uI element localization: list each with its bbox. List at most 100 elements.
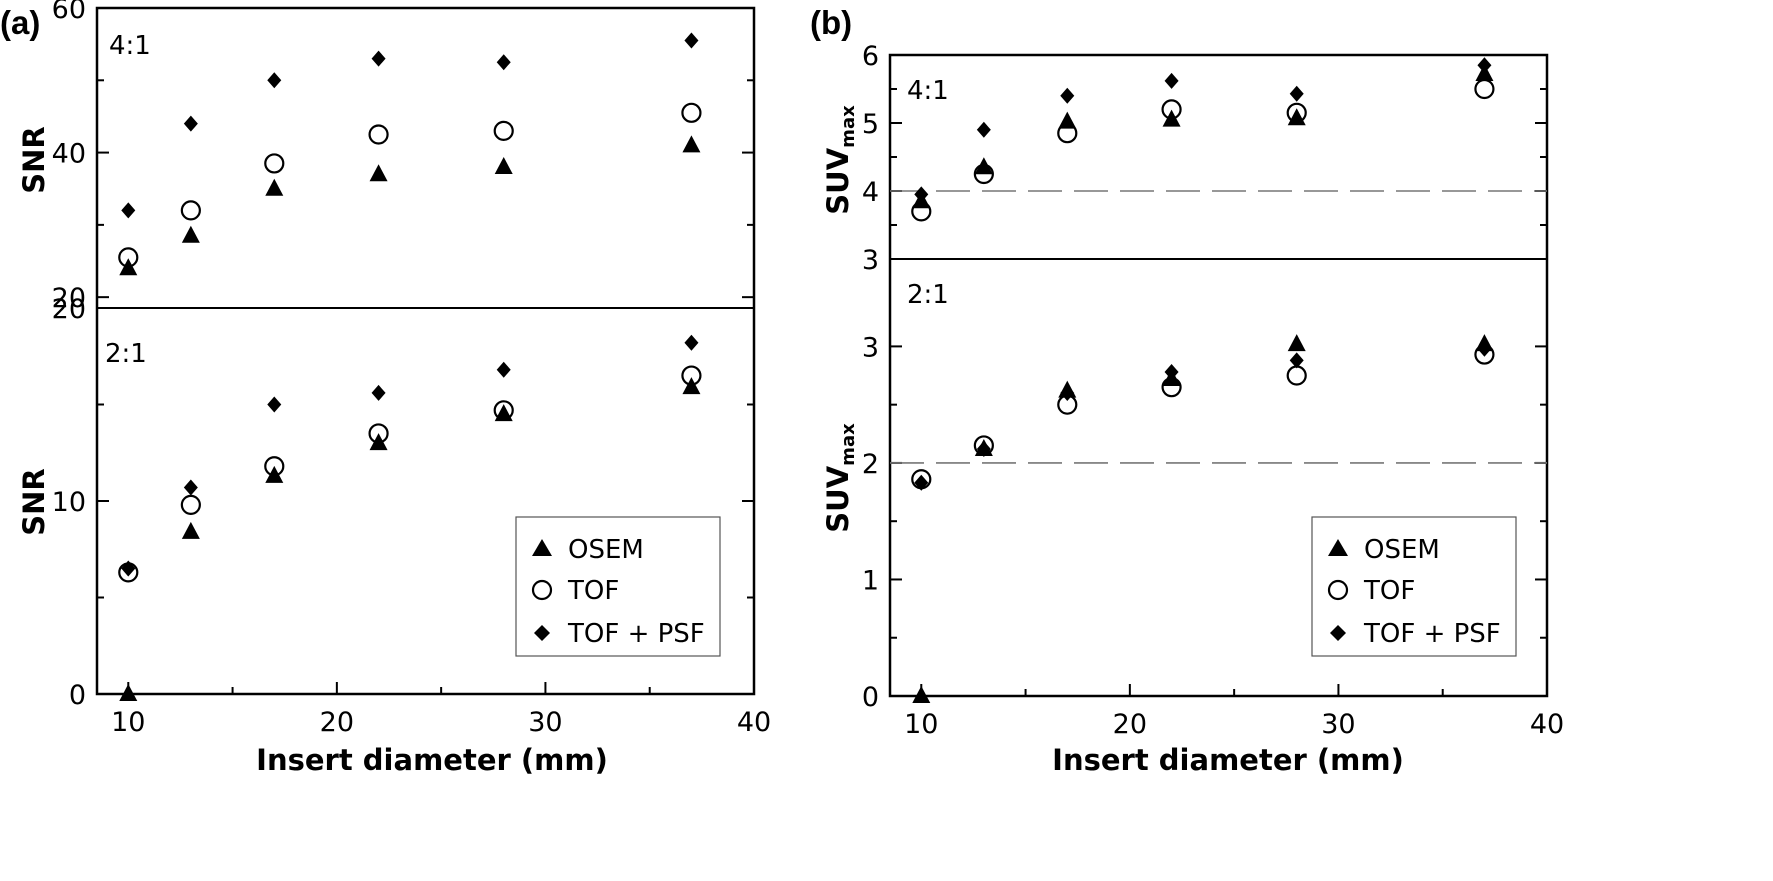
panel-b-sub1-tofpsf-point (976, 440, 991, 457)
panel-b-legend-tofpsf-marker (1330, 625, 1346, 641)
panel-b-sub1-tof-point (1286, 365, 1307, 386)
panel-b-sub0-tof-point (911, 201, 932, 222)
panel-a-sub0-tof-point (264, 153, 285, 174)
panel-a-sub0-tof-point (118, 247, 139, 268)
panel-a-legend-tofpsf-marker (534, 625, 550, 641)
panel-a-sub0-tofpsf-point (371, 50, 386, 67)
panel-a-label: (a) (0, 4, 40, 41)
panel-b-frame (888, 53, 1549, 698)
panel-b-sub1-tofpsf-point (1477, 340, 1492, 357)
panel-b-legend-tofpsf-label: TOF + PSF (1363, 619, 1501, 649)
panel-b-sub0-ytick-label: 5 (862, 109, 879, 140)
panel-b-sub1-tofpsf-point (1289, 352, 1304, 369)
panel-a-sub0-tof-point (180, 200, 201, 221)
panel-a-sub0-tof-point (681, 102, 702, 123)
panel-a-sub1-osem-point (119, 684, 138, 701)
panel-a-legend-tof-label: TOF (567, 576, 619, 606)
panel-b-sub1-ytick-label: 3 (862, 332, 879, 363)
panel-a-sub0-osem-point (494, 157, 513, 175)
panel-b-legend: OSEM TOF TOF + PSF (1311, 516, 1517, 657)
panel-b-xtick-label: 20 (1113, 709, 1147, 740)
panel-a-frame (95, 6, 756, 696)
panel-b: (b) 4:1 2:1 SUVmax SUVmax Insert diamete… (810, 4, 1549, 777)
panel-b-top-ylabel-main: SUV (821, 147, 855, 214)
panel-a: (a) 4:1 2:1 SNR SNR Insert diameter (mm)… (0, 4, 756, 777)
panel-b-sub0-ytick-label: 6 (862, 41, 879, 72)
panel-a-xlabel: Insert diameter (mm) (256, 743, 608, 777)
panel-b-sub0-tofpsf-point (1164, 72, 1179, 89)
panel-b-sub1-ytick-label: 2 (862, 449, 879, 480)
panel-a-top-ylabel: SNR (17, 126, 51, 194)
panel-a-bottom-ylabel: SNR (17, 468, 51, 536)
panel-a-xtick-label: 30 (528, 707, 562, 738)
panel-a-legend-osem-marker (532, 539, 552, 556)
panel-a-sub1-tofpsf-point (121, 560, 136, 577)
panel-b-sub1-ytick-label: 0 (862, 682, 879, 713)
panel-b-legend-tof-marker (1327, 579, 1349, 601)
panel-b-sub0-tof-point (1057, 123, 1078, 144)
panel-b-legend-osem-marker (1328, 539, 1348, 556)
panel-a-sub0-osem-point (181, 225, 200, 243)
panel-a-sub1-ytick-label: 0 (69, 680, 86, 711)
panel-a-xtick-label: 20 (320, 707, 354, 738)
panel-a-sub1-tof-point (264, 456, 285, 477)
panel-a-sub1-tofpsf-point (684, 334, 699, 351)
panel-b-sub1-ytick-label: 1 (862, 565, 879, 596)
panel-a-sub0-tofpsf-point (684, 32, 699, 49)
panel-a-sub0-tofpsf-point (121, 202, 136, 219)
panel-a-sub1-tofpsf-point (183, 479, 198, 496)
panel-a-sub0-ytick-label: 20 (52, 283, 86, 314)
panel-b-sub0-tofpsf-point (914, 186, 929, 203)
panel-b-legend-tof-label: TOF (1363, 576, 1415, 606)
panel-a-xtick-label: 40 (737, 707, 771, 738)
panel-a-sub0-tofpsf-point (267, 72, 282, 89)
panel-a-legend-osem-label: OSEM (568, 535, 644, 565)
panel-b-xlabel: Insert diameter (mm) (1052, 743, 1404, 777)
panel-a-sub0-tof-point (493, 120, 514, 141)
panel-b-sub0-ytick-label: 3 (862, 245, 879, 276)
panel-b-label: (b) (810, 4, 852, 41)
panel-a-sub1-ytick-label: 20 (52, 294, 86, 325)
panel-a-sub0-tofpsf-point (496, 54, 511, 71)
panel-b-sub1-tof-point (1161, 377, 1182, 398)
panel-b-top-ylabel-sub: max (838, 105, 859, 148)
panel-b-top-ratio-label: 4:1 (907, 76, 949, 106)
panel-a-sub0-tof-point (368, 124, 389, 145)
panel-a-legend: OSEM TOF TOF + PSF (515, 516, 721, 657)
panel-b-sub1-tofpsf-point (1164, 364, 1179, 381)
panel-a-top-ratio-label: 4:1 (109, 31, 151, 61)
panel-b-sub0-tofpsf-point (1477, 57, 1492, 74)
panel-b-sub0-tofpsf-point (1289, 85, 1304, 102)
panel-a-sub0-osem-point (265, 178, 284, 196)
panel-b-sub0-ytick-label: 4 (862, 177, 879, 208)
panel-a-sub1-tof-point (493, 400, 514, 421)
panel-b-sub0-tof-point (1161, 99, 1182, 120)
panel-b-xtick-label: 10 (904, 709, 938, 740)
panel-a-sub1-tof-point (368, 423, 389, 444)
panel-b-xtick-label: 30 (1321, 709, 1355, 740)
panel-b-sub1-osem-point (1287, 334, 1306, 352)
panel-b-sub0-tof-point (1286, 102, 1307, 123)
panel-b-bottom-ratio-label: 2:1 (907, 280, 949, 310)
panel-a-sub1-tof-point (681, 365, 702, 386)
panel-b-sub1-osem-point (912, 686, 931, 703)
panel-a-sub0-osem-point (682, 135, 701, 153)
panel-a-sub1-tofpsf-point (267, 396, 282, 413)
panel-b-sub0-tofpsf-point (1060, 87, 1075, 104)
panel-b-sub0-tof-point (1474, 78, 1495, 100)
panel-b-xtick-label: 40 (1530, 709, 1564, 740)
panel-a-sub0-tofpsf-point (183, 115, 198, 132)
panel-b-sub0-tof-point (973, 163, 994, 185)
panel-a-sub0-ytick-label: 60 (52, 0, 86, 25)
panel-a-legend-tofpsf-label: TOF + PSF (567, 619, 705, 649)
panel-a-sub0-ytick-label: 40 (52, 139, 86, 170)
panel-b-bottom-ylabel-sub: max (838, 423, 859, 466)
panel-a-sub1-tof-point (180, 494, 201, 515)
panel-b-top-ylabel: SUVmax (821, 105, 859, 215)
panel-a-sub1-osem-point (181, 521, 200, 539)
panel-b-bottom-ylabel: SUVmax (821, 423, 859, 533)
panel-a-sub1-tofpsf-point (496, 361, 511, 378)
panel-a-sub1-tofpsf-point (371, 384, 386, 401)
panel-b-sub0-tofpsf-point (976, 121, 991, 138)
